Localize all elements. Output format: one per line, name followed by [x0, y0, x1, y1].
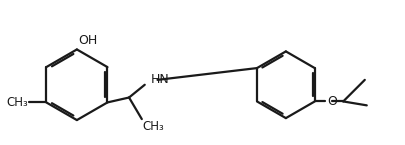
Text: HN: HN [151, 73, 169, 86]
Text: CH₃: CH₃ [143, 120, 164, 133]
Text: OH: OH [78, 35, 97, 48]
Text: O: O [328, 95, 337, 108]
Text: CH₃: CH₃ [6, 96, 28, 109]
